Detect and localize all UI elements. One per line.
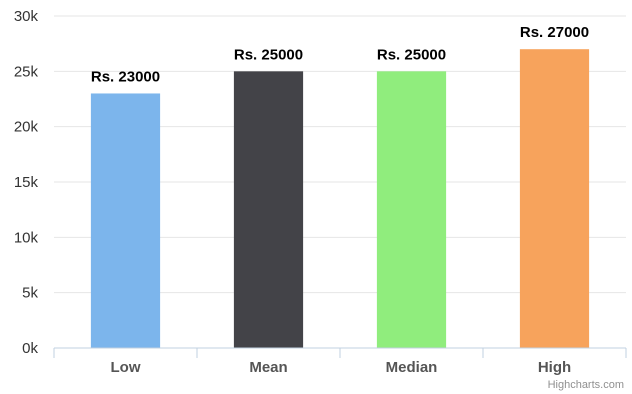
y-tick-label: 20k bbox=[14, 119, 39, 136]
y-tick-label: 5k bbox=[22, 285, 38, 302]
y-tick-label: 25k bbox=[14, 63, 39, 80]
bars bbox=[90, 49, 590, 348]
y-tick-label: 30k bbox=[14, 8, 39, 25]
y-tick-label: 10k bbox=[14, 229, 39, 246]
x-tick-label-mean: Mean bbox=[249, 359, 287, 376]
y-tick-label: 15k bbox=[14, 174, 39, 191]
bar-low[interactable] bbox=[90, 93, 161, 348]
x-tick-label-low: Low bbox=[111, 359, 141, 376]
data-label-high: Rs. 27000 bbox=[520, 24, 589, 41]
bar-mean[interactable] bbox=[233, 71, 304, 348]
bar-high[interactable] bbox=[519, 49, 590, 348]
data-labels: Rs. 23000 Rs. 25000 Rs. 25000 Rs. 27000 bbox=[91, 24, 589, 85]
data-label-mean: Rs. 25000 bbox=[234, 46, 303, 63]
x-tick-label-high: High bbox=[538, 359, 571, 376]
y-axis: 0k 5k 10k 15k 20k 25k 30k bbox=[14, 8, 39, 357]
x-axis: Low Mean Median High bbox=[53, 347, 627, 376]
bar-median[interactable] bbox=[376, 71, 447, 348]
chart-credit[interactable]: Highcharts.com bbox=[548, 379, 624, 391]
y-tick-label: 0k bbox=[22, 340, 38, 357]
data-label-low: Rs. 23000 bbox=[91, 68, 160, 85]
data-label-median: Rs. 25000 bbox=[377, 46, 446, 63]
x-tick-label-median: Median bbox=[386, 359, 438, 376]
